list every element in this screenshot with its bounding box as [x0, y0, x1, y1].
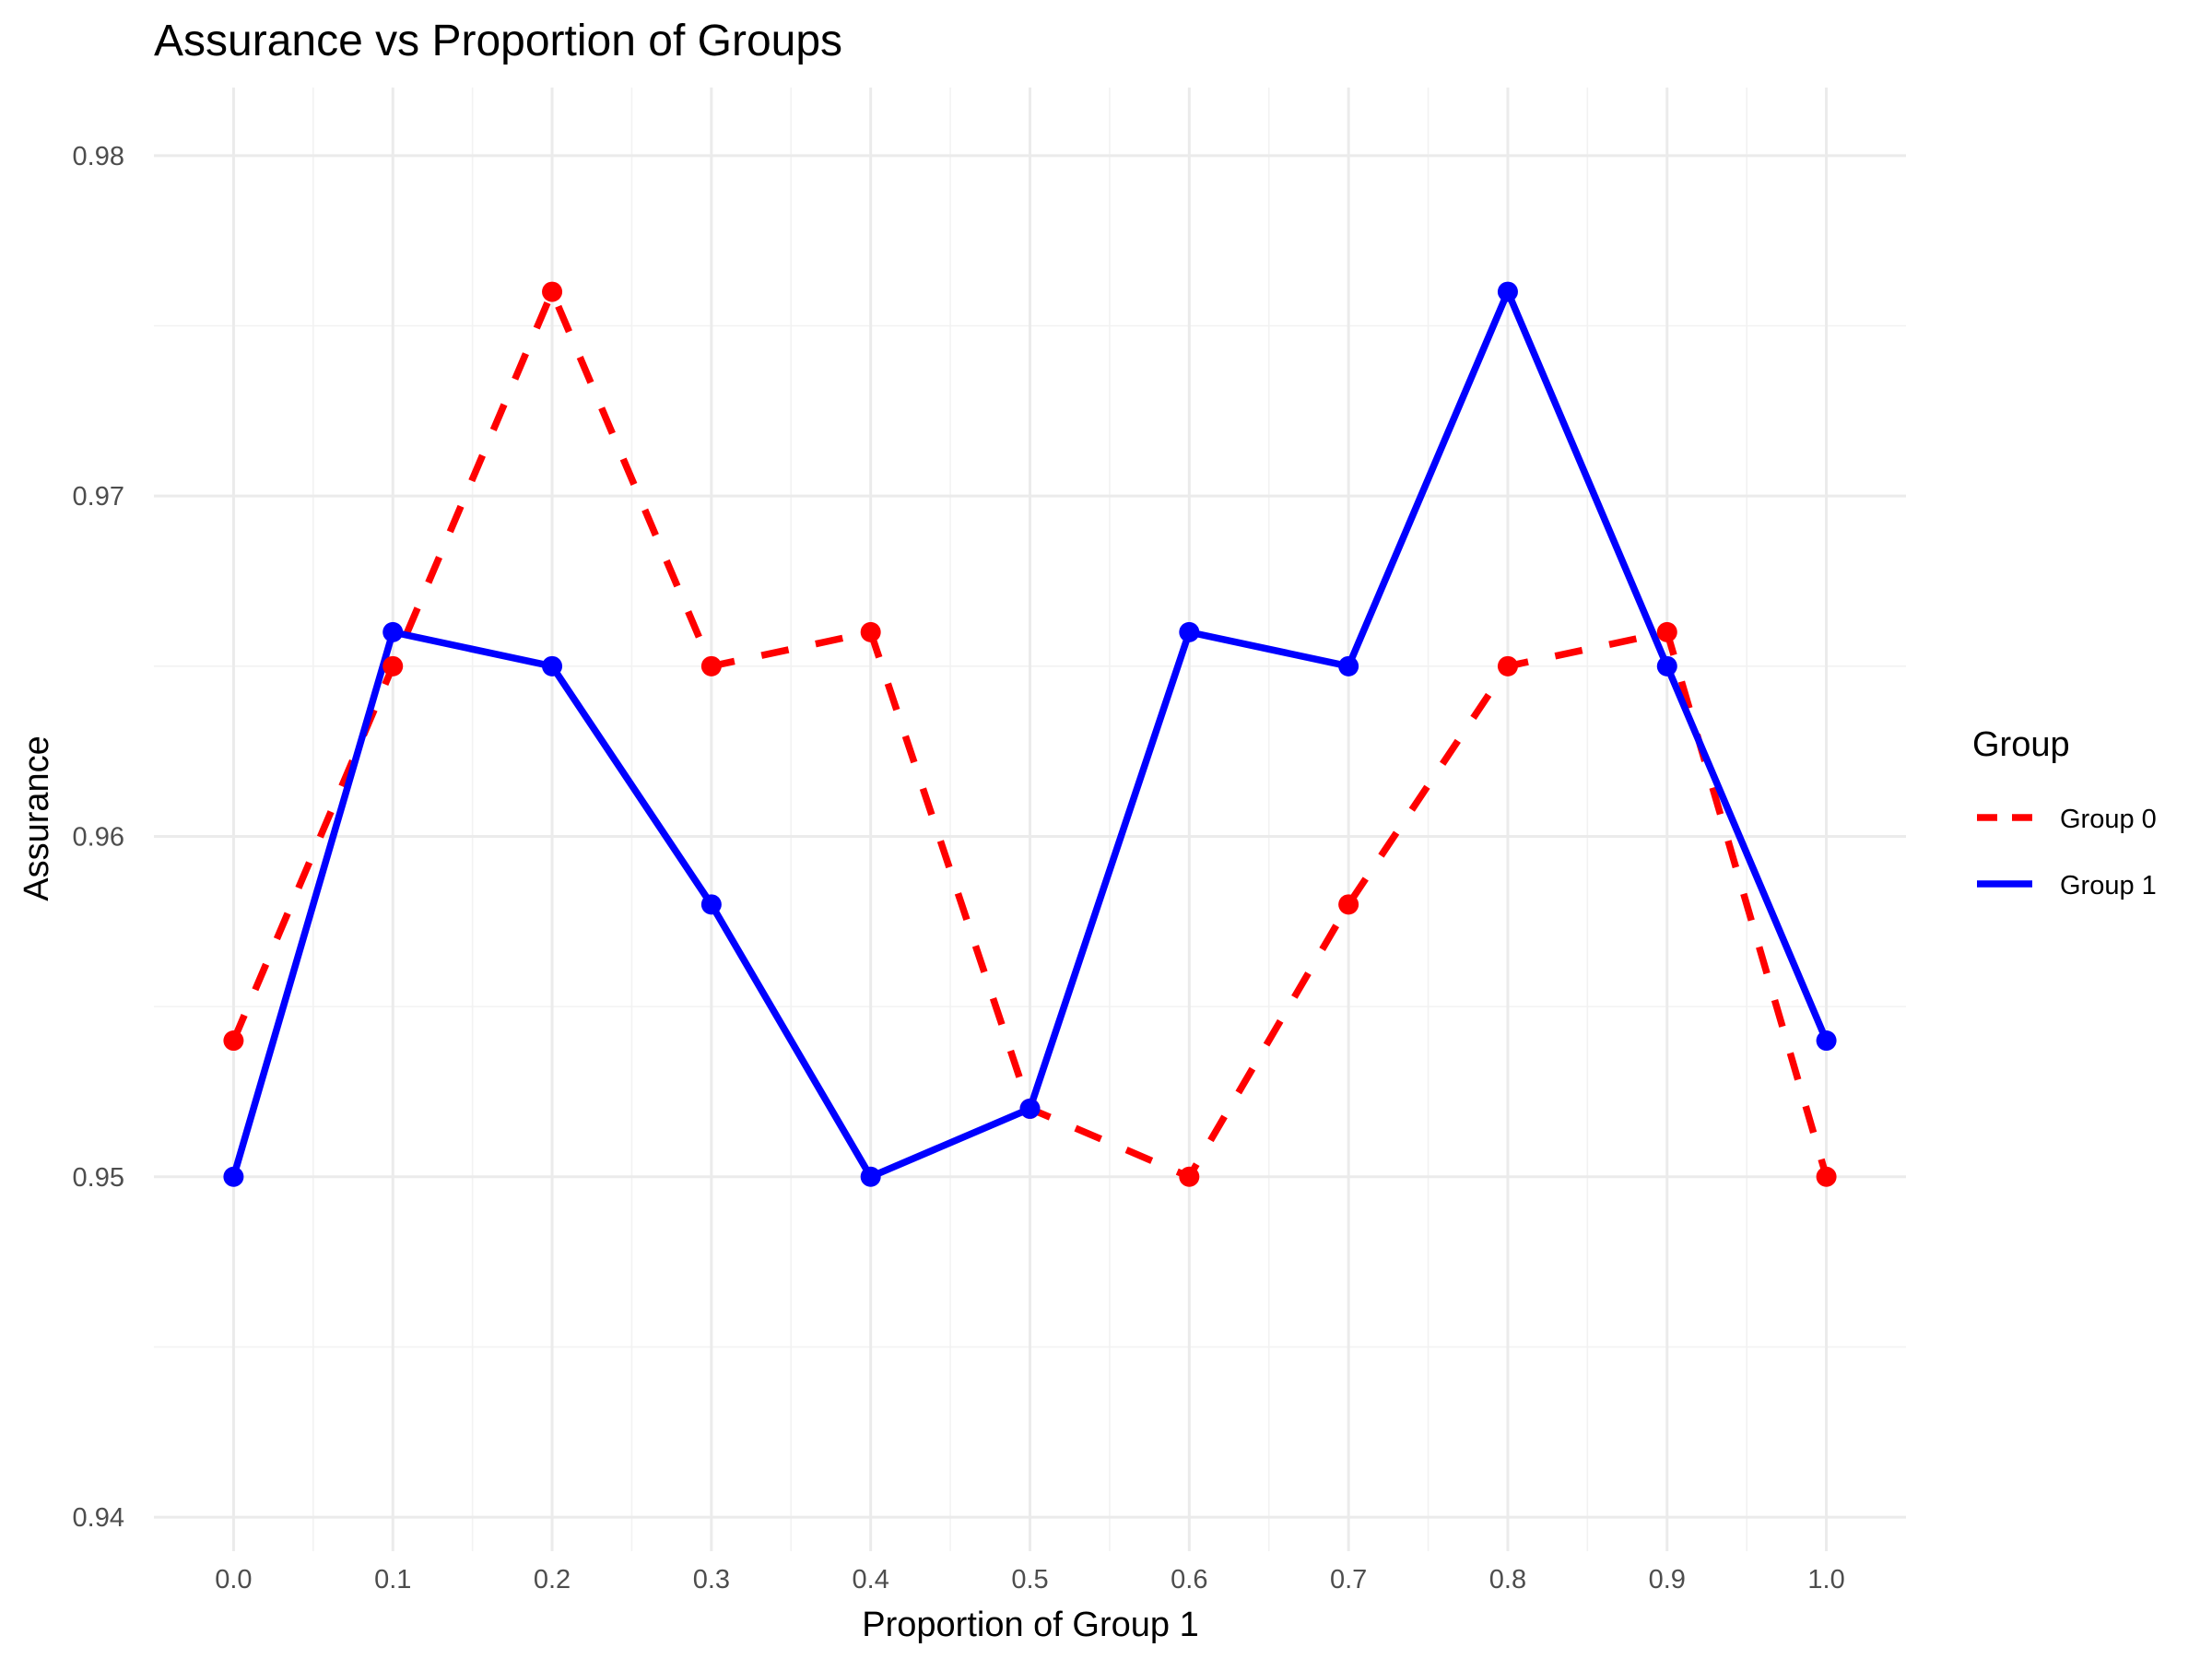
- chart-title: Assurance vs Proportion of Groups: [154, 17, 842, 65]
- data-point-group-1: [700, 894, 722, 915]
- data-point-group-0: [700, 655, 722, 677]
- data-point-group-1: [1019, 1098, 1041, 1119]
- data-point-group-1: [1179, 621, 1200, 642]
- legend-label: Group 0: [2060, 805, 2157, 834]
- y-tick-label: 0.98: [73, 142, 124, 171]
- y-tick-label: 0.96: [73, 822, 124, 852]
- x-tick-label: 0.3: [693, 1565, 730, 1594]
- data-point-group-0: [223, 1030, 244, 1052]
- data-point-group-1: [223, 1166, 244, 1187]
- data-point-group-1: [1338, 655, 1359, 677]
- grid: [154, 88, 1906, 1551]
- x-tick-label: 0.1: [374, 1565, 411, 1594]
- x-tick-label: 1.0: [1807, 1565, 1844, 1594]
- x-tick-label: 0.9: [1649, 1565, 1686, 1594]
- legend-label: Group 1: [2060, 871, 2157, 900]
- data-point-group-1: [860, 1166, 881, 1187]
- series-points: [223, 281, 1837, 1187]
- legend-title: Group: [1972, 725, 2070, 764]
- data-point-group-0: [542, 281, 563, 302]
- x-tick-label: 0.6: [1171, 1565, 1207, 1594]
- data-point-group-0: [1656, 621, 1677, 642]
- y-tick-label: 0.95: [73, 1163, 124, 1193]
- data-point-group-0: [1179, 1166, 1200, 1187]
- x-tick-label: 0.8: [1489, 1565, 1526, 1594]
- legend-items: Group 0 Group 1: [1977, 805, 2157, 900]
- data-point-group-1: [1816, 1030, 1837, 1052]
- x-axis-title: Proportion of Group 1: [862, 1606, 1198, 1644]
- x-tick-label: 0.2: [534, 1565, 571, 1594]
- data-point-group-0: [1338, 894, 1359, 915]
- data-point-group-0: [1497, 655, 1518, 677]
- data-point-group-0: [382, 655, 404, 677]
- data-point-group-0: [1816, 1166, 1837, 1187]
- x-tick-label: 0.4: [853, 1565, 889, 1594]
- data-point-group-1: [1656, 655, 1677, 677]
- data-point-group-1: [382, 621, 404, 642]
- axis-ticks: 0.0 0.1 0.2 0.3 0.4 0.5 0.6 0.7 0.8 0.9 1.0 0.94 0.9…: [73, 142, 1845, 1594]
- x-tick-label: 0.0: [215, 1565, 252, 1594]
- data-point-group-1: [1497, 281, 1518, 302]
- x-tick-label: 0.5: [1011, 1565, 1048, 1594]
- legend: Group Group 0 Group 1: [1972, 725, 2157, 900]
- data-point-group-1: [542, 655, 563, 677]
- y-tick-label: 0.94: [73, 1503, 124, 1533]
- data-point-group-0: [860, 621, 881, 642]
- y-tick-label: 0.97: [73, 482, 124, 512]
- y-axis-title: Assurance: [18, 735, 56, 901]
- x-tick-label: 0.7: [1330, 1565, 1367, 1594]
